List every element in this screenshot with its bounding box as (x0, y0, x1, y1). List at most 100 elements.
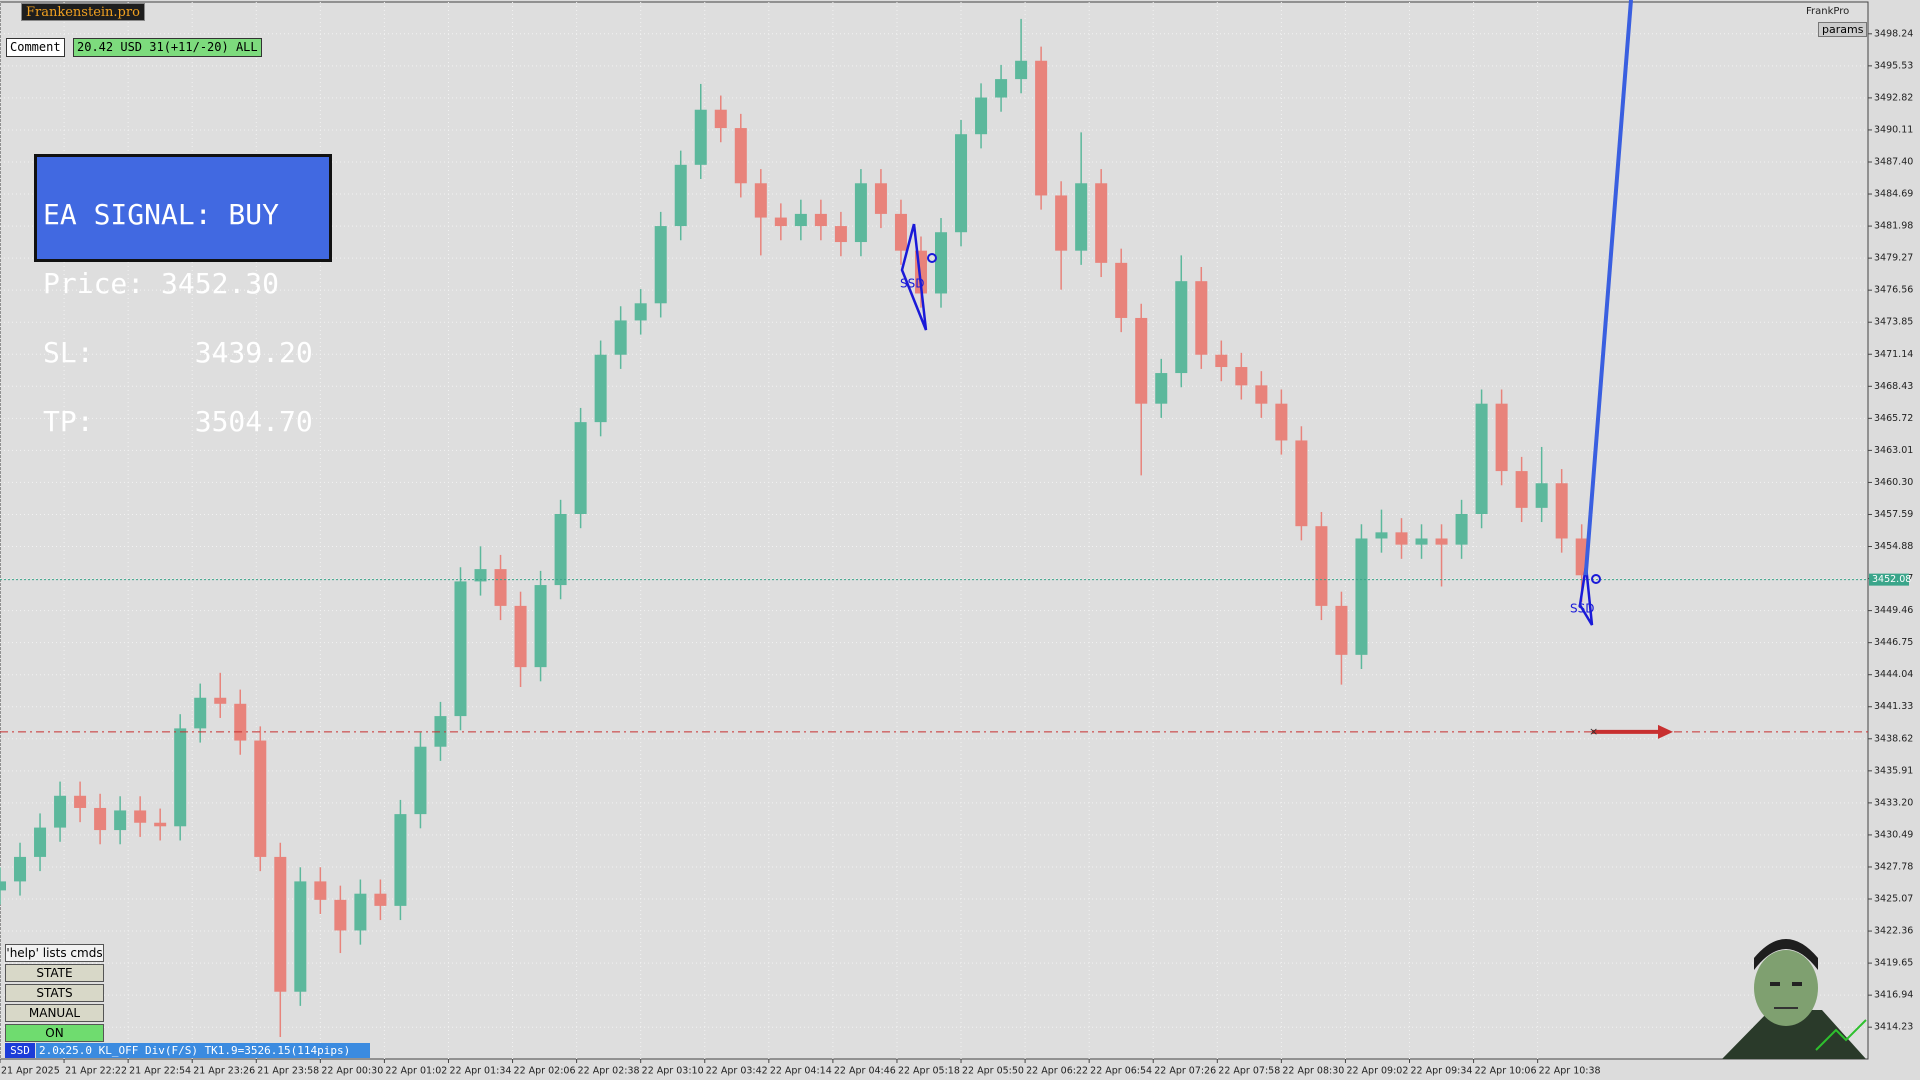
candle-body (1315, 526, 1328, 606)
candle-body (234, 703, 247, 741)
candle-body (34, 827, 47, 857)
y-tick-label: 3454.88 (1874, 541, 1913, 552)
candle-body (174, 728, 187, 827)
candle-body (1215, 354, 1228, 368)
y-tick-label: 3495.53 (1874, 60, 1913, 71)
candle-body (1355, 538, 1368, 655)
y-tick-label: 3422.36 (1874, 926, 1913, 937)
x-tick-label: 22 Apr 01:34 (449, 1066, 511, 1077)
x-tick-label: 21 Apr 23:26 (193, 1066, 255, 1077)
x-tick-label: 22 Apr 00:30 (321, 1066, 383, 1077)
candle-body (814, 213, 827, 227)
status-tag: SSD (5, 1043, 35, 1058)
y-tick-label: 3481.98 (1874, 221, 1913, 232)
candle-body (794, 213, 807, 227)
pattern-dot (1591, 574, 1601, 584)
candle-body (1115, 262, 1128, 318)
candle-body (1135, 317, 1148, 404)
candle-body (114, 810, 127, 831)
candle-body (935, 232, 948, 294)
candle-body (1475, 403, 1488, 515)
candle-body (834, 226, 847, 243)
x-tick-label: 22 Apr 06:22 (1026, 1066, 1088, 1077)
candle-body (134, 810, 147, 823)
candle-body (94, 807, 107, 831)
candle-body (1015, 60, 1028, 80)
y-tick-label: 3476.56 (1874, 285, 1913, 296)
x-tick-label: 21 Apr 23:58 (257, 1066, 319, 1077)
y-tick-label: 3446.75 (1874, 637, 1913, 648)
candle-body (154, 822, 167, 827)
candle-body (54, 795, 67, 828)
candle-body (1415, 538, 1428, 545)
stats-button[interactable]: STATS (5, 984, 104, 1002)
candle-body (194, 697, 207, 729)
candle-body (1275, 403, 1288, 441)
params-button[interactable]: params (1818, 22, 1868, 37)
candle-body (1335, 605, 1348, 655)
help-button[interactable]: 'help' lists cmds (5, 944, 104, 962)
x-tick-label: 22 Apr 06:54 (1090, 1066, 1152, 1077)
y-tick-label: 3479.27 (1874, 253, 1913, 264)
candle-body (1515, 471, 1528, 508)
y-tick-label: 3484.69 (1874, 189, 1913, 200)
x-tick-label: 22 Apr 07:58 (1218, 1066, 1280, 1077)
y-tick-label: 3457.59 (1874, 509, 1913, 520)
candle-body (894, 213, 907, 251)
candle-body (654, 226, 667, 304)
x-tick-label: 21 Apr 22:54 (129, 1066, 191, 1077)
mascot (1722, 939, 1867, 1059)
x-tick-label: 22 Apr 09:02 (1346, 1066, 1408, 1077)
candle-body (254, 740, 267, 857)
candle-body (754, 183, 767, 218)
candle-body (534, 585, 547, 668)
y-tick-label: 3471.14 (1874, 349, 1913, 360)
candle-body (1455, 514, 1468, 545)
stop-loss-arrowhead (1658, 724, 1673, 739)
y-tick-label: 3441.33 (1874, 701, 1913, 712)
candle-body (694, 109, 707, 165)
x-tick-label: 22 Apr 02:06 (514, 1066, 576, 1077)
candle-body (1395, 532, 1408, 545)
current-price-label: 3452.08 (1872, 574, 1911, 585)
y-tick-label: 3465.72 (1874, 413, 1913, 424)
status-text: 2.0x25.0 KL_OFF Div(F/S) TK1.9=3526.15(1… (36, 1043, 370, 1058)
candle-body (854, 183, 867, 243)
candle-body (294, 881, 307, 992)
pattern-marker (900, 223, 928, 331)
marker-label: SSD (1570, 602, 1594, 616)
x-tick-label: 22 Apr 05:18 (898, 1066, 960, 1077)
candle-body (354, 893, 367, 931)
candle-body (554, 514, 567, 586)
candle-body (1375, 532, 1388, 539)
brand-label: Frankenstein.pro (21, 3, 145, 21)
state-button[interactable]: STATE (5, 964, 104, 982)
pattern-dot (927, 253, 937, 263)
y-tick-label: 3468.43 (1874, 381, 1913, 392)
candle-body (474, 569, 487, 582)
y-tick-label: 3416.94 (1874, 990, 1913, 1001)
signal-tp: TP: 3504.70 (43, 405, 313, 438)
y-tick-label: 3435.91 (1874, 765, 1913, 776)
candle-body (1255, 385, 1268, 404)
candle-body (494, 569, 507, 606)
y-tick-label: 3425.07 (1874, 894, 1913, 905)
x-tick-label: 22 Apr 03:10 (642, 1066, 704, 1077)
signal-sl: SL: 3439.20 (43, 336, 313, 369)
candle-body (614, 320, 627, 355)
y-tick-label: 3427.78 (1874, 861, 1913, 872)
x-tick-label: 22 Apr 01:02 (385, 1066, 447, 1077)
manual-button[interactable]: MANUAL (5, 1004, 104, 1022)
candle-body (434, 716, 447, 747)
candle-body (374, 893, 387, 906)
candle-body (574, 422, 587, 515)
candle-body (1175, 281, 1188, 374)
on-button[interactable]: ON (5, 1024, 104, 1042)
candle-body (1555, 483, 1568, 539)
candle-body (414, 746, 427, 815)
candle-body (1295, 440, 1308, 527)
candle-body (1075, 183, 1088, 251)
y-tick-label: 3460.30 (1874, 477, 1913, 488)
candle-body (1435, 538, 1448, 545)
